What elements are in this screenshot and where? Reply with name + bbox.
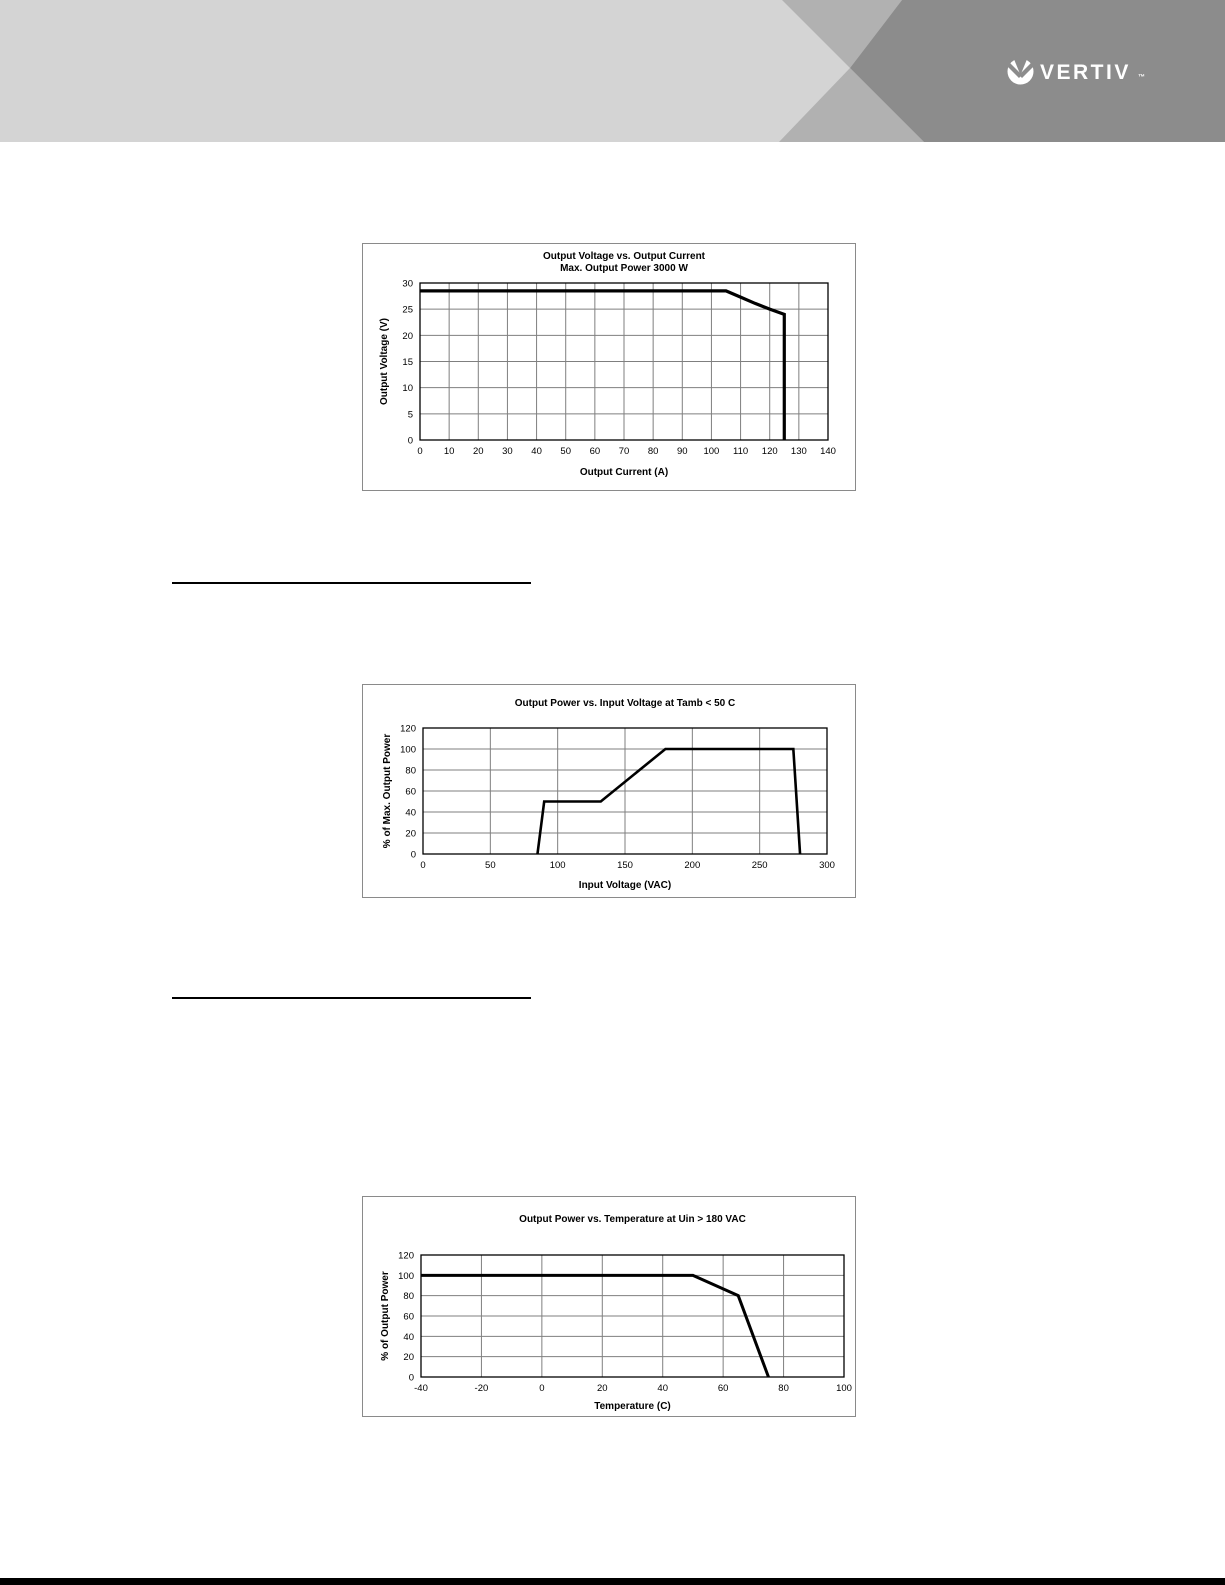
y-tick-label: 0 <box>411 850 416 861</box>
y-tick-label: 25 <box>402 305 413 316</box>
chart-output-power-vs-temperature: Output Power vs. Temperature at Uin > 18… <box>362 1196 856 1417</box>
x-tick-label: 0 <box>420 860 425 871</box>
x-tick-label: 30 <box>502 446 513 457</box>
x-tick-label: 0 <box>539 1383 544 1394</box>
x-tick-label: 60 <box>590 446 601 457</box>
plot-border <box>420 1254 845 1378</box>
y-tick-label: 20 <box>405 829 416 840</box>
x-tick-label: 10 <box>444 446 455 457</box>
data-line <box>536 747 802 855</box>
section-underline-2 <box>172 997 531 999</box>
x-tick-label: 120 <box>762 446 778 457</box>
y-tick-label: 120 <box>398 1251 414 1262</box>
data-line <box>421 1273 770 1378</box>
x-tick-label: 20 <box>473 446 484 457</box>
x-tick-label: 40 <box>531 446 542 457</box>
chart-subtitle: Max. Output Power 3000 W <box>560 263 688 274</box>
x-tick-label: 20 <box>597 1383 608 1394</box>
vertiv-logo: VERTIV ™ <box>1007 58 1145 85</box>
x-axis-title: Temperature (C) <box>594 1401 671 1412</box>
section-underline-1 <box>172 582 531 584</box>
logo-notch <box>1013 58 1028 75</box>
y-tick-label: 60 <box>403 1312 414 1323</box>
y-tick-label: 100 <box>398 1271 414 1282</box>
x-tick-label: 100 <box>836 1383 852 1394</box>
y-tick-label: 0 <box>409 1373 414 1384</box>
y-axis-title: % of Max. Output Power <box>382 734 393 849</box>
figure-border <box>362 1196 856 1417</box>
plot-border <box>419 282 829 441</box>
y-axis-title: Output Voltage (V) <box>379 318 390 405</box>
chart-canvas: Output Power vs. Temperature at Uin > 18… <box>362 1196 856 1417</box>
chart-title: Output Power vs. Temperature at Uin > 18… <box>519 1214 746 1225</box>
header-dark-panel <box>850 0 1225 142</box>
logo-check-left <box>1007 62 1023 79</box>
x-axis-title: Output Current (A) <box>580 467 668 478</box>
x-tick-label: 60 <box>718 1383 729 1394</box>
x-tick-label: 130 <box>791 446 807 457</box>
x-tick-label: 300 <box>819 860 835 871</box>
plot-border <box>422 727 828 855</box>
x-tick-label: 100 <box>550 860 566 871</box>
y-tick-label: 100 <box>400 745 416 756</box>
x-tick-label: -40 <box>414 1383 428 1394</box>
y-tick-label: 40 <box>405 808 416 819</box>
y-tick-label: 60 <box>405 787 416 798</box>
x-tick-label: -20 <box>475 1383 489 1394</box>
x-tick-label: 250 <box>752 860 768 871</box>
header-banner: VERTIV ™ <box>0 0 1225 142</box>
x-tick-label: 140 <box>820 446 836 457</box>
y-tick-label: 15 <box>402 357 413 368</box>
x-tick-label: 50 <box>560 446 571 457</box>
x-tick-label: 150 <box>617 860 633 871</box>
x-tick-label: 110 <box>733 446 748 457</box>
x-tick-label: 80 <box>648 446 659 457</box>
figure-border <box>362 243 856 491</box>
x-tick-label: 70 <box>619 446 630 457</box>
y-tick-label: 0 <box>408 436 413 447</box>
chart-title: Output Voltage vs. Output Current <box>543 251 706 262</box>
logo-wordmark: VERTIV <box>1040 61 1131 84</box>
x-tick-label: 90 <box>677 446 688 457</box>
x-tick-label: 200 <box>684 860 700 871</box>
y-tick-label: 30 <box>402 279 413 290</box>
y-tick-label: 20 <box>402 331 413 342</box>
x-axis-title: Input Voltage (VAC) <box>579 880 671 891</box>
vertiv-circle-check-icon <box>1007 58 1035 85</box>
y-tick-label: 40 <box>403 1332 414 1343</box>
y-tick-label: 80 <box>403 1291 414 1302</box>
y-tick-label: 80 <box>405 766 416 777</box>
footer-bar <box>0 1578 1225 1585</box>
x-tick-label: 50 <box>485 860 496 871</box>
y-tick-label: 120 <box>400 724 416 735</box>
y-tick-label: 20 <box>403 1352 414 1363</box>
x-tick-label: 0 <box>417 446 422 457</box>
logo-check-right <box>1018 62 1035 79</box>
y-axis-title: % of Output Power <box>380 1271 391 1361</box>
chart-title: Output Power vs. Input Voltage at Tamb <… <box>515 698 736 709</box>
y-tick-label: 10 <box>402 383 413 394</box>
x-tick-label: 80 <box>778 1383 789 1394</box>
chart-canvas: Output Power vs. Input Voltage at Tamb <… <box>362 684 856 898</box>
chart-output-voltage-vs-current: Output Voltage vs. Output Current Max. Ou… <box>362 243 856 491</box>
logo-trademark: ™ <box>1138 74 1145 81</box>
data-line <box>420 289 786 440</box>
x-tick-label: 100 <box>703 446 719 457</box>
chart-output-power-vs-input-voltage: Output Power vs. Input Voltage at Tamb <… <box>362 684 856 898</box>
y-tick-label: 5 <box>408 409 413 420</box>
x-tick-label: 40 <box>657 1383 668 1394</box>
